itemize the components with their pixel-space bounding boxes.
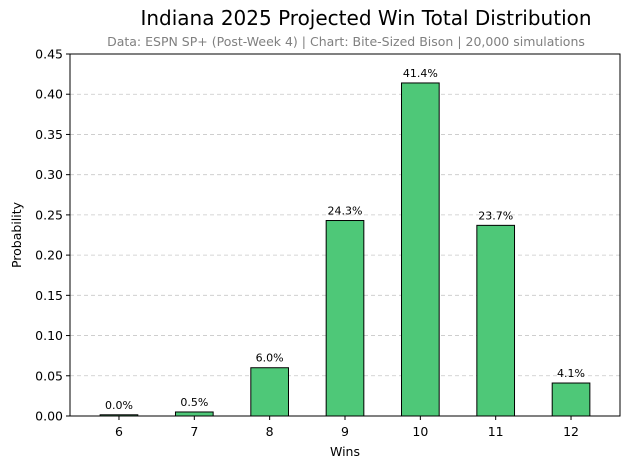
x-tick-label: 7: [190, 424, 198, 439]
bar-12-wins: [551, 382, 591, 417]
y-tick-label: 0.45: [35, 47, 63, 62]
x-tick-label: 10: [412, 424, 428, 439]
y-tick-label: 0.40: [35, 87, 63, 102]
x-tick-label: 9: [341, 424, 349, 439]
y-tick-label: 0.10: [35, 328, 63, 343]
y-tick-label: 0.30: [35, 167, 63, 182]
bar-value-label: 4.1%: [557, 367, 585, 380]
x-axis-label: Wins: [330, 444, 360, 459]
bar-value-label: 6.0%: [256, 352, 284, 365]
y-axis-ticks: 0.00 0.05 0.10 0.15 0.20 0.25 0.30 0.35 0.40 0.45: [35, 47, 70, 424]
y-tick-label: 0.00: [35, 409, 63, 424]
bar-value-label: 24.3%: [328, 205, 363, 218]
y-tick-label: 0.20: [35, 248, 63, 263]
bar-value-label: 23.7%: [478, 209, 513, 222]
y-axis-label: Probability: [9, 201, 24, 268]
y-tick-label: 0.05: [35, 368, 63, 383]
x-axis-ticks: 6 7 8 9 10 11 12: [115, 416, 579, 439]
bar-10-wins: [401, 82, 440, 417]
bar-11-wins: [476, 224, 516, 417]
plot-frame: [69, 53, 621, 417]
y-tick-label: 0.35: [35, 127, 63, 142]
x-tick-label: 12: [563, 424, 579, 439]
chart-title: Indiana 2025 Projected Win Total Distrib…: [140, 6, 591, 30]
bar-data-labels: 0.0% 0.5% 6.0% 24.3% 41.4% 23.7% 4.1%: [105, 67, 585, 412]
x-tick-label: 11: [488, 424, 504, 439]
bar-value-label: 0.5%: [180, 396, 208, 409]
x-tick-label: 6: [115, 424, 123, 439]
x-tick-label: 8: [266, 424, 274, 439]
y-tick-label: 0.25: [35, 207, 63, 222]
bar-8-wins: [250, 367, 289, 417]
bar-value-label: 0.0%: [105, 399, 133, 412]
bar-9-wins: [325, 220, 365, 417]
bar-7-wins: [174, 411, 214, 417]
chart-subtitle: Data: ESPN SP+ (Post-Week 4) | Chart: Bi…: [107, 34, 585, 49]
y-tick-label: 0.15: [35, 288, 63, 303]
bar-value-label: 41.4%: [403, 67, 438, 80]
bars: [99, 82, 591, 417]
